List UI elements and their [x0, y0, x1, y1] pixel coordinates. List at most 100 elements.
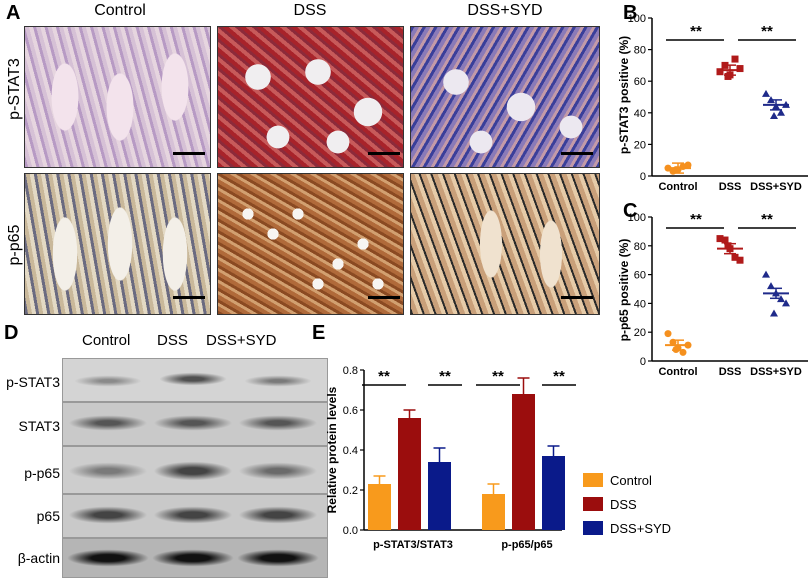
data-point — [762, 270, 770, 278]
x-tick-label: Control — [658, 366, 697, 378]
legend-label: Control — [610, 473, 652, 488]
scale-bar — [368, 296, 400, 299]
y-tick-label: 40 — [634, 108, 646, 120]
ihc-image-pp65-control — [24, 173, 211, 315]
ihc-image-pstat3-control — [24, 26, 211, 168]
x-tick-label: DSS — [719, 366, 742, 378]
y-tick-label: 0 — [640, 356, 646, 368]
y-tick-label: 0.0 — [343, 525, 358, 537]
significance-marker: ** — [492, 368, 504, 385]
bar — [482, 494, 505, 530]
panel-letter-d: D — [4, 322, 19, 344]
scatter-chart-b: p-STAT3 positive (%) 0 20 40 60 80 100 Control… — [617, 13, 808, 193]
legend-label: DSS — [610, 497, 637, 512]
y-axis-label: p-p65 positive (%) — [617, 239, 631, 342]
data-point — [782, 299, 790, 307]
ihc-image-pstat3-dss-syd — [410, 26, 600, 168]
legend-swatch — [583, 473, 603, 487]
x-tick-label: p-p65/p65 — [501, 539, 552, 551]
data-point — [716, 235, 724, 243]
y-tick-label: 20 — [634, 139, 646, 151]
y-tick-label: 0.6 — [343, 405, 358, 417]
data-point — [724, 72, 732, 80]
significance-marker: ** — [553, 368, 565, 385]
x-tick-label: DSS+SYD — [750, 366, 802, 378]
significance-marker: ** — [439, 368, 451, 385]
wb-label-stat3: STAT3 — [18, 418, 61, 434]
wb-col-dss-syd: DSS+SYD — [206, 332, 277, 349]
ihc-col-control: Control — [94, 2, 146, 19]
wb-blot-stat3 — [62, 402, 328, 446]
wb-label-pp65: p-p65 — [24, 465, 60, 481]
x-tick-label: DSS+SYD — [750, 181, 802, 193]
data-point — [716, 68, 724, 76]
significance-marker: ** — [690, 211, 702, 228]
panel-letter-e: E — [312, 322, 326, 344]
data-point — [721, 236, 729, 244]
scale-bar — [561, 152, 593, 155]
data-point — [731, 253, 739, 261]
panel-letter-a: A — [6, 2, 21, 24]
y-tick-label: 100 — [628, 13, 646, 25]
data-point — [767, 282, 775, 290]
scale-bar — [368, 152, 400, 155]
scale-bar — [561, 296, 593, 299]
bar — [512, 394, 535, 530]
wb-label-pstat3: p-STAT3 — [6, 374, 60, 390]
data-point — [770, 309, 778, 317]
y-tick-label: 60 — [634, 270, 646, 282]
data-point — [664, 330, 672, 338]
scale-bar — [173, 152, 205, 155]
x-tick-label: Control — [658, 181, 697, 193]
legend-swatch — [583, 497, 603, 511]
ihc-col-dss: DSS — [293, 2, 327, 19]
data-point — [762, 89, 770, 97]
y-tick-label: 100 — [628, 212, 646, 224]
bar — [368, 484, 391, 530]
significance-marker: ** — [690, 23, 702, 40]
y-tick-label: 0.2 — [343, 485, 358, 497]
wb-col-dss: DSS — [157, 332, 188, 349]
y-tick-label: 80 — [634, 241, 646, 253]
x-tick-label: DSS — [719, 181, 742, 193]
wb-blot-beta-actin — [62, 538, 328, 578]
data-point — [777, 108, 785, 116]
ihc-row-pstat3: p-STAT3 — [6, 58, 23, 120]
significance-marker: ** — [761, 23, 773, 40]
significance-marker: ** — [761, 211, 773, 228]
y-tick-label: 80 — [634, 45, 646, 57]
data-point — [736, 65, 744, 73]
ihc-image-pstat3-dss — [217, 26, 404, 168]
panel-letter-c: C — [623, 200, 638, 222]
wb-label-p65: p65 — [36, 508, 60, 524]
scatter-chart-c: p-p65 positive (%) 0 20 40 60 80 100 Control DS… — [617, 211, 808, 378]
x-tick-label: p-STAT3/STAT3 — [373, 539, 453, 551]
y-axis-label: p-STAT3 positive (%) — [617, 36, 631, 154]
scale-bar — [173, 296, 205, 299]
y-tick-label: 0 — [640, 171, 646, 183]
ihc-col-dss-syd: DSS+SYD — [467, 2, 543, 19]
data-point — [684, 161, 692, 169]
data-point — [724, 242, 732, 250]
wb-label-beta-actin: β-actin — [17, 550, 60, 566]
ihc-image-pp65-dss — [217, 173, 404, 315]
y-tick-label: 40 — [634, 298, 646, 310]
wb-blot-pstat3 — [62, 358, 328, 402]
data-point — [731, 55, 739, 63]
significance-marker: ** — [378, 368, 390, 385]
y-tick-label: 0.4 — [343, 445, 358, 457]
legend-swatch — [583, 521, 603, 535]
bar — [542, 456, 565, 530]
y-tick-label: 0.8 — [343, 365, 358, 377]
wb-blot-pp65 — [62, 446, 328, 494]
y-axis-label: Relative protein levels — [325, 386, 339, 513]
panel-letter-b: B — [623, 2, 638, 24]
data-point — [736, 256, 744, 264]
ihc-row-pp65: p-p65 — [6, 224, 23, 266]
bar-chart-e: Relative protein levels 0.0 0.2 0.4 0.6 0.8 p… — [325, 365, 671, 551]
y-tick-label: 60 — [634, 76, 646, 88]
wb-blot-p65 — [62, 494, 328, 538]
ihc-image-pp65-dss-syd — [410, 173, 600, 315]
wb-col-control: Control — [82, 332, 131, 349]
bar — [428, 462, 451, 530]
